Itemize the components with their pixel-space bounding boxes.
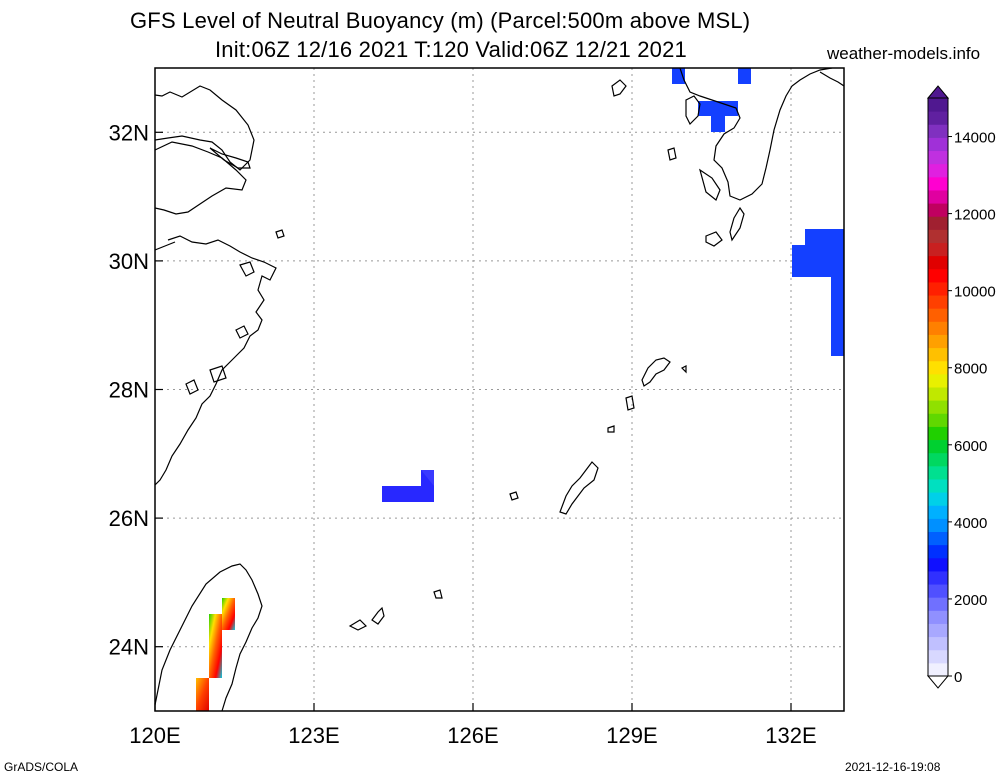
colorbar-segment — [928, 295, 948, 309]
taiwan-coastline — [155, 563, 263, 711]
map-title-line2: Init:06Z 12/16 2021 T:120 Valid:06Z 12/2… — [215, 37, 687, 62]
colorbar-segment — [928, 544, 948, 559]
shaded-data-layer — [196, 68, 844, 711]
colorbar-segment — [928, 465, 948, 480]
colorbar-segment — [928, 111, 948, 125]
colorbar-segment — [928, 597, 948, 611]
colorbar-segment — [928, 203, 948, 217]
kyushu-coastline — [679, 68, 833, 201]
colorbar-segment — [928, 518, 948, 532]
colorbar-segment — [928, 137, 948, 152]
colorbar-segment — [928, 584, 948, 598]
colorbar-segment — [928, 281, 948, 296]
colorbar-segment — [928, 176, 948, 191]
colorbar-label: 4000 — [954, 515, 987, 532]
colorbar-segment — [928, 636, 948, 651]
colorbar-segment — [928, 360, 948, 375]
coastlines — [155, 68, 844, 711]
tick-label-lat: 32N — [109, 120, 149, 145]
colorbar: 0 2000 4000 6000 8000 10000 12000 14000 — [926, 85, 996, 689]
colorbar-label: 8000 — [954, 361, 987, 378]
shaded-cells-taiwan — [196, 598, 235, 711]
map-gridlines — [155, 68, 844, 711]
colorbar-segment — [928, 478, 948, 493]
colorbar-segment — [928, 268, 948, 283]
longitude-axis: 120E 123E 126E 129E 132E — [129, 703, 817, 748]
colorbar-label: 6000 — [954, 438, 987, 455]
colorbar-segment — [928, 413, 948, 427]
colorbar-segment — [928, 229, 948, 243]
colorbar-segment — [928, 439, 948, 454]
colorbar-label: 0 — [954, 669, 962, 686]
colorbar-segment — [928, 334, 948, 349]
colorbar-segment — [928, 492, 948, 506]
tick-label-lon: 129E — [606, 723, 657, 748]
tick-label-lon: 132E — [765, 723, 816, 748]
colorbar-label: 12000 — [954, 207, 996, 224]
tick-label-lat: 30N — [109, 249, 149, 274]
okinawa-coastline — [559, 461, 599, 515]
colorbar-segment — [928, 387, 948, 401]
colorbar-segment — [928, 308, 948, 322]
colorbar-segment — [928, 400, 948, 414]
colorbar-label: 14000 — [954, 130, 996, 147]
colorbar-segment — [928, 623, 948, 638]
colorbar-segment — [928, 505, 948, 519]
shaded-cells-east — [792, 229, 844, 356]
tick-label-lon: 126E — [447, 723, 498, 748]
colorbar-segment — [928, 321, 948, 335]
colorbar-max-arrow — [926, 85, 950, 99]
footer-software: GrADS/COLA — [4, 760, 79, 774]
colorbar-segment — [928, 531, 948, 546]
map-title-line1: GFS Level of Neutral Buoyancy (m) (Parce… — [130, 8, 751, 33]
colorbar-label: 10000 — [954, 284, 996, 301]
colorbar-segment — [928, 570, 948, 585]
tick-label-lon: 123E — [288, 723, 339, 748]
colorbar-segment — [928, 163, 948, 178]
colorbar-segment — [928, 150, 948, 165]
colorbar-segment — [928, 557, 948, 572]
colorbar-segment — [928, 610, 948, 624]
colorbar-segment — [928, 242, 948, 257]
tick-label-lon: 120E — [129, 723, 180, 748]
colorbar-frame — [927, 97, 949, 677]
tick-label-lat: 28N — [109, 378, 149, 403]
tick-label-lat: 24N — [109, 635, 149, 660]
colorbar-segment — [928, 426, 948, 441]
footer-timestamp: 2021-12-16-19:08 — [845, 760, 941, 774]
colorbar-segment — [928, 255, 948, 270]
latitude-axis: 24N 26N 28N 30N 32N — [109, 120, 163, 660]
shaded-cells-okinawa — [382, 470, 434, 502]
colorbar-segment — [928, 452, 948, 467]
colorbar-segment — [928, 98, 948, 112]
tick-label-lat: 26N — [109, 506, 149, 531]
colorbar-segment — [928, 373, 948, 388]
amami-coastline — [641, 357, 671, 387]
china-coastline — [155, 85, 255, 171]
colorbar-segment — [928, 347, 948, 362]
colorbar-label: 2000 — [954, 592, 987, 609]
colorbar-segment — [928, 649, 948, 664]
colorbar-segment — [928, 189, 948, 204]
site-credit: weather-models.info — [827, 44, 981, 63]
colorbar-segment — [928, 216, 948, 230]
colorbar-segment — [928, 662, 948, 677]
colorbar-segment — [928, 124, 948, 138]
colorbar-min-arrow — [926, 675, 950, 689]
